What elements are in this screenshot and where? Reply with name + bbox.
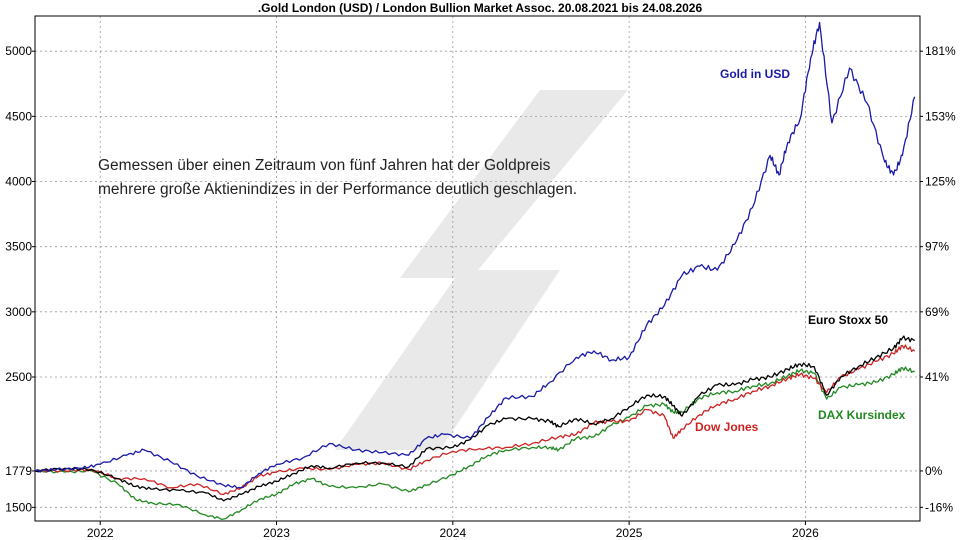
y-left-tick-label: 3000	[5, 305, 32, 319]
y-right-tick-label: -16%	[925, 500, 953, 514]
series-line-dax-kursindex	[34, 366, 915, 520]
y-left-tick-label: 4000	[5, 175, 32, 189]
series-label-dax: DAX Kursindex	[818, 408, 906, 422]
x-tick-label: 2024	[439, 526, 466, 540]
series-label-eurostoxx: Euro Stoxx 50	[808, 313, 888, 327]
y-right-tick-label: 0%	[925, 464, 943, 478]
y-right-tick-label: 41%	[925, 370, 949, 384]
series-lines	[34, 21, 916, 520]
y-right-tick-label: 69%	[925, 305, 949, 319]
series-line-dow-jones	[34, 344, 916, 495]
y-left-tick-label: 2500	[5, 370, 32, 384]
y-right-tick-label: 181%	[925, 44, 956, 58]
y-right-tick-label: 97%	[925, 240, 949, 254]
y-right-tick-label: 125%	[925, 175, 956, 189]
annotation: Gemessen über einen Zeitraum von fünf Ja…	[98, 157, 577, 198]
series-label-dowjones: Dow Jones	[695, 420, 759, 434]
x-tick-label: 2023	[263, 526, 290, 540]
y-left-tick-label: 1500	[5, 500, 32, 514]
chart-title: .Gold London (USD) / London Bullion Mark…	[258, 1, 703, 15]
annotation-line-2: mehrere große Aktienindizes in der Perfo…	[98, 181, 577, 198]
series-label-gold: Gold in USD	[720, 67, 790, 81]
y-left-tick-label: 5000	[5, 44, 32, 58]
annotation-line-1: Gemessen über einen Zeitraum von fünf Ja…	[98, 157, 551, 174]
y-left-tick-label: 3500	[5, 240, 32, 254]
x-tick-label: 2026	[792, 526, 819, 540]
x-tick-label: 2022	[87, 526, 114, 540]
y-right-tick-label: 153%	[925, 109, 956, 123]
watermark-logo	[335, 90, 628, 450]
plot-frame	[34, 15, 921, 522]
series-line-gold-in-usd	[34, 21, 916, 489]
x-tick-label: 2025	[616, 526, 643, 540]
y-left-tick-label: 4500	[5, 109, 32, 123]
axis-ticks: 5000 181% 4500 153% 4000 125% 3500 97% 3000 69% 25…	[5, 44, 956, 540]
y-left-tick-label: 1779	[5, 464, 32, 478]
series-line-euro-stoxx-50	[34, 335, 915, 502]
series-labels: Gold in USD Euro Stoxx 50 Dow Jones DAX …	[695, 67, 906, 434]
